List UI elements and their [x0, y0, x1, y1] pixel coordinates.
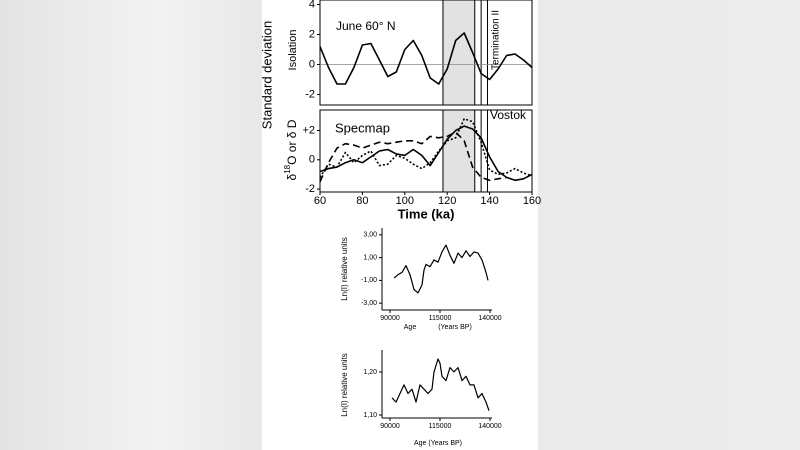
- y-tick-label: -2: [305, 183, 315, 195]
- series-label: Vostok: [490, 108, 527, 122]
- data-line: [319, 32, 533, 85]
- y-tick-label: 4: [309, 0, 315, 10]
- data-line: [319, 118, 533, 178]
- y-tick-label: -2: [305, 88, 315, 100]
- y-tick-label: 1,10: [363, 412, 377, 419]
- shaded-interval: [442, 0, 476, 106]
- x-tick-label: 115000: [429, 423, 452, 430]
- x-tick-label: 60: [314, 195, 326, 207]
- plot-frame: [319, 109, 533, 193]
- group-label: Standard deviation: [259, 21, 274, 129]
- data-line: [319, 125, 533, 182]
- y-tick-label: 1,00: [363, 254, 377, 261]
- y-axis-label: Ln(I) relative units: [340, 353, 349, 417]
- x-tick-label: 140: [480, 195, 498, 207]
- series-label: Specmap: [335, 120, 390, 135]
- data-line: [393, 244, 489, 294]
- label-superscript: 18: [283, 164, 292, 173]
- x-tick-label: 115000: [429, 315, 452, 322]
- x-tick-label: 140000: [478, 423, 501, 430]
- x-tick-label: 90000: [380, 423, 400, 430]
- x-axis-label: (Years BP): [438, 324, 472, 331]
- y-tick-label: 3,00: [363, 232, 377, 239]
- x-tick-label: 100: [396, 195, 414, 207]
- x-tick-label: 140000: [478, 315, 501, 322]
- y-tick-label: 0: [309, 154, 315, 166]
- x-axis-label: Time (ka): [398, 206, 455, 221]
- x-tick-label: 160: [523, 195, 541, 207]
- y-tick-label: +2: [302, 124, 315, 136]
- y-tick-label: 1,20: [363, 369, 377, 376]
- y-axis-label: Isolation: [287, 30, 299, 71]
- x-tick-label: 120: [438, 195, 456, 207]
- x-axis-label: Age: [404, 324, 417, 331]
- data-line: [391, 358, 490, 411]
- y-tick-label: -1,00: [361, 277, 377, 284]
- y-axis-label: Ln(I) relative units: [340, 237, 349, 301]
- x-axis-label: Age (Years BP): [414, 440, 462, 447]
- data-line: [319, 131, 507, 183]
- y-tick-label: 2: [309, 28, 315, 40]
- figure-panel: [262, 0, 538, 450]
- shaded-interval: [442, 109, 476, 193]
- y-axis-label: δ18O or δ D: [283, 119, 299, 180]
- y-tick-label: -3,00: [361, 300, 377, 307]
- vline-label: Termination II: [491, 10, 502, 70]
- label-part: O or δ D: [285, 119, 299, 165]
- plot-frame: [319, 0, 533, 106]
- x-tick-label: 90000: [380, 315, 400, 322]
- x-tick-label: 80: [356, 195, 368, 207]
- annotation: June 60° N: [336, 19, 396, 33]
- label-part: δ: [285, 173, 299, 180]
- y-tick-label: 0: [309, 58, 315, 70]
